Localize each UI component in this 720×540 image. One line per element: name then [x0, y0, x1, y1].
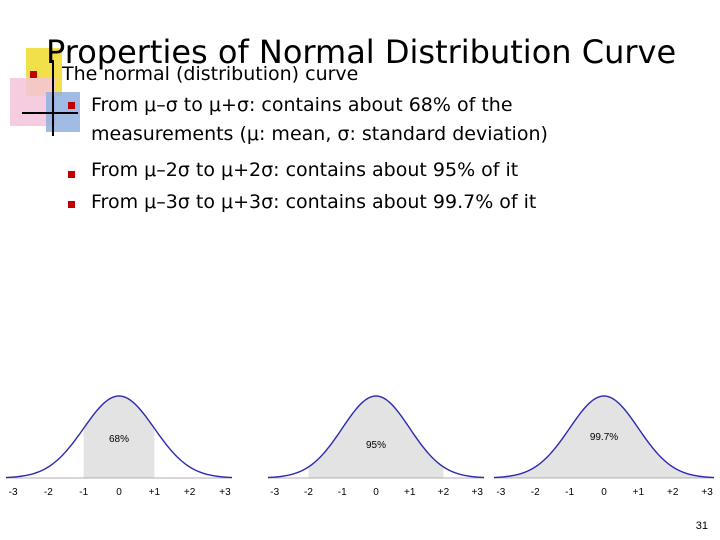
tick-label: 0 — [373, 487, 379, 498]
normal-curve-line — [267, 395, 485, 479]
page-number: 31 — [695, 520, 708, 532]
tick-label: -3 — [270, 487, 279, 498]
normal-curve-99-7: 99.7% -3 -2 -1 0 +1 +2 +3 — [488, 380, 720, 500]
normal-curve-95: 95% -3 -2 -1 0 +1 +2 +3 — [262, 380, 490, 500]
tick-label: 0 — [116, 487, 122, 498]
shaded-area — [83, 396, 155, 478]
tick-label: -2 — [44, 487, 53, 498]
tick-label: +1 — [633, 487, 645, 498]
normal-curve-graphic-95: 95% -3 -2 -1 0 +1 +2 +3 — [267, 395, 485, 498]
sub-bullet-1-line-1: From μ–σ to μ+σ: contains about 68% of t… — [91, 94, 513, 116]
tick-label: +3 — [701, 487, 713, 498]
tick-label: -1 — [565, 487, 574, 498]
tick-label: -3 — [496, 487, 505, 498]
normal-curve-line — [5, 395, 233, 479]
decorative-vertical-line — [52, 60, 54, 136]
bullet-square-icon — [30, 71, 37, 78]
tick-label: +2 — [667, 487, 679, 498]
tick-label: -2 — [531, 487, 540, 498]
tick-label: +1 — [149, 487, 161, 498]
normal-curve-graphic-99-7: 99.7% -3 -2 -1 0 +1 +2 +3 — [493, 395, 715, 498]
bullet-square-icon — [68, 102, 75, 109]
tick-label: +1 — [404, 487, 416, 498]
tick-label: +2 — [184, 487, 196, 498]
decorative-horizontal-line — [22, 112, 78, 114]
tick-label: 0 — [601, 487, 607, 498]
percentage-label: 95% — [366, 440, 386, 451]
sub-bullet-1-line-2: measurements (μ: mean, σ: standard devia… — [91, 123, 548, 145]
tick-label: -1 — [338, 487, 347, 498]
percentage-label: 99.7% — [590, 432, 618, 443]
normal-curve-graphic-68: 68% -3 -2 -1 0 +1 +2 +3 — [5, 395, 233, 498]
percentage-label: 68% — [109, 434, 129, 445]
slide-title: Properties of Normal Distribution Curve — [46, 33, 677, 71]
bullet-square-icon — [68, 171, 75, 178]
tick-label: +3 — [219, 487, 231, 498]
main-bullet-text: The normal (distribution) curve — [62, 63, 359, 85]
tick-label: +2 — [438, 487, 450, 498]
tick-label: +3 — [472, 487, 484, 498]
tick-label: -1 — [79, 487, 88, 498]
bullet-square-icon — [68, 201, 75, 208]
shaded-area — [308, 396, 444, 478]
normal-curve-68: 68% -3 -2 -1 0 +1 +2 +3 — [0, 380, 238, 500]
tick-label: -2 — [304, 487, 313, 498]
sub-bullet-2: From μ–2σ to μ+2σ: contains about 95% of… — [91, 159, 519, 181]
normal-curve-line — [493, 395, 715, 479]
shaded-area — [500, 396, 708, 478]
sub-bullet-3: From μ–3σ to μ+3σ: contains about 99.7% … — [91, 191, 537, 213]
tick-label: -3 — [9, 487, 18, 498]
